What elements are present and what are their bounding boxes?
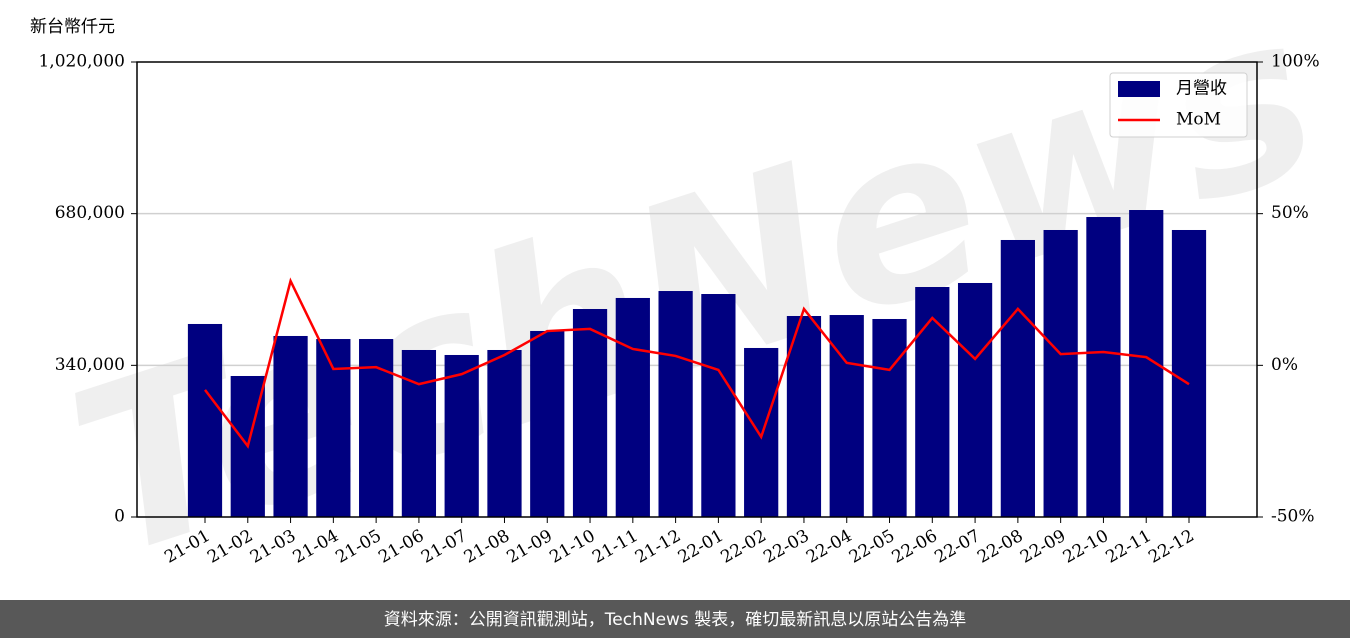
y2-tick-label: -50%	[1271, 507, 1315, 527]
x-tick-label: 22-02	[717, 526, 769, 568]
bar	[744, 347, 779, 517]
x-tick-label: 22-09	[1017, 526, 1069, 568]
x-tick-label: 22-12	[1145, 526, 1197, 568]
x-tick-label: 22-08	[974, 526, 1026, 568]
x-tick-label: 22-06	[889, 526, 941, 568]
bar	[273, 335, 308, 517]
bar	[915, 287, 950, 517]
bar	[1171, 229, 1207, 517]
x-tick-label: 21-07	[418, 526, 470, 568]
line	[204, 277, 1190, 449]
y2-tick-label: 50%	[1271, 203, 1309, 223]
bar	[1000, 239, 1035, 517]
y-tick-label: 340,000	[55, 355, 125, 375]
x-tick-label: 22-04	[803, 526, 855, 568]
bar	[872, 318, 907, 517]
x-tick-label: 21-09	[504, 526, 556, 568]
x-tick-label: 22-07	[931, 526, 983, 568]
bar	[572, 308, 608, 517]
legend-label: MoM	[1176, 110, 1221, 130]
x-tick-label: 21-12	[632, 526, 684, 568]
y2-tick-label: 0%	[1271, 355, 1298, 375]
bar	[316, 339, 351, 517]
bar	[359, 339, 394, 517]
x-tick-label: 21-08	[461, 526, 513, 568]
x-tick-label: 22-11	[1103, 526, 1155, 568]
bar	[957, 282, 993, 517]
bar	[444, 354, 479, 517]
bar	[1043, 229, 1078, 517]
footer-bar	[0, 600, 1350, 638]
y-tick-label: 0	[114, 507, 125, 527]
y-tick-label: 680,000	[55, 203, 125, 223]
x-tick-label: 22-01	[675, 526, 727, 568]
footer-text: 資料來源：公開資訊觀測站，TechNews 製表，確切最新訊息以原站公告為準	[384, 610, 966, 630]
x-tick-label: 22-05	[846, 526, 898, 568]
bar	[829, 315, 864, 517]
x-tick-label: 22-10	[1060, 526, 1112, 568]
x-tick-label: 21-11	[589, 526, 641, 568]
bar	[401, 349, 437, 517]
x-tick-label: 21-06	[375, 526, 427, 568]
x-tick-label: 22-03	[760, 526, 812, 568]
bar	[701, 294, 736, 517]
plot-frame	[136, 61, 1258, 518]
y2-tick-label: 100%	[1271, 52, 1320, 72]
bar	[187, 323, 223, 517]
x-tick-label: 21-10	[546, 526, 598, 568]
y-axis-label: 新台幣仟元	[30, 17, 115, 37]
y-tick-label: 1,020,000	[38, 52, 125, 72]
bar	[786, 315, 822, 517]
bar	[658, 291, 693, 517]
legend-swatch	[1118, 81, 1160, 97]
bar	[487, 349, 522, 517]
bar	[615, 297, 650, 517]
bar	[1086, 217, 1121, 517]
legend-label: 月營收	[1176, 79, 1227, 99]
bar	[530, 330, 565, 517]
